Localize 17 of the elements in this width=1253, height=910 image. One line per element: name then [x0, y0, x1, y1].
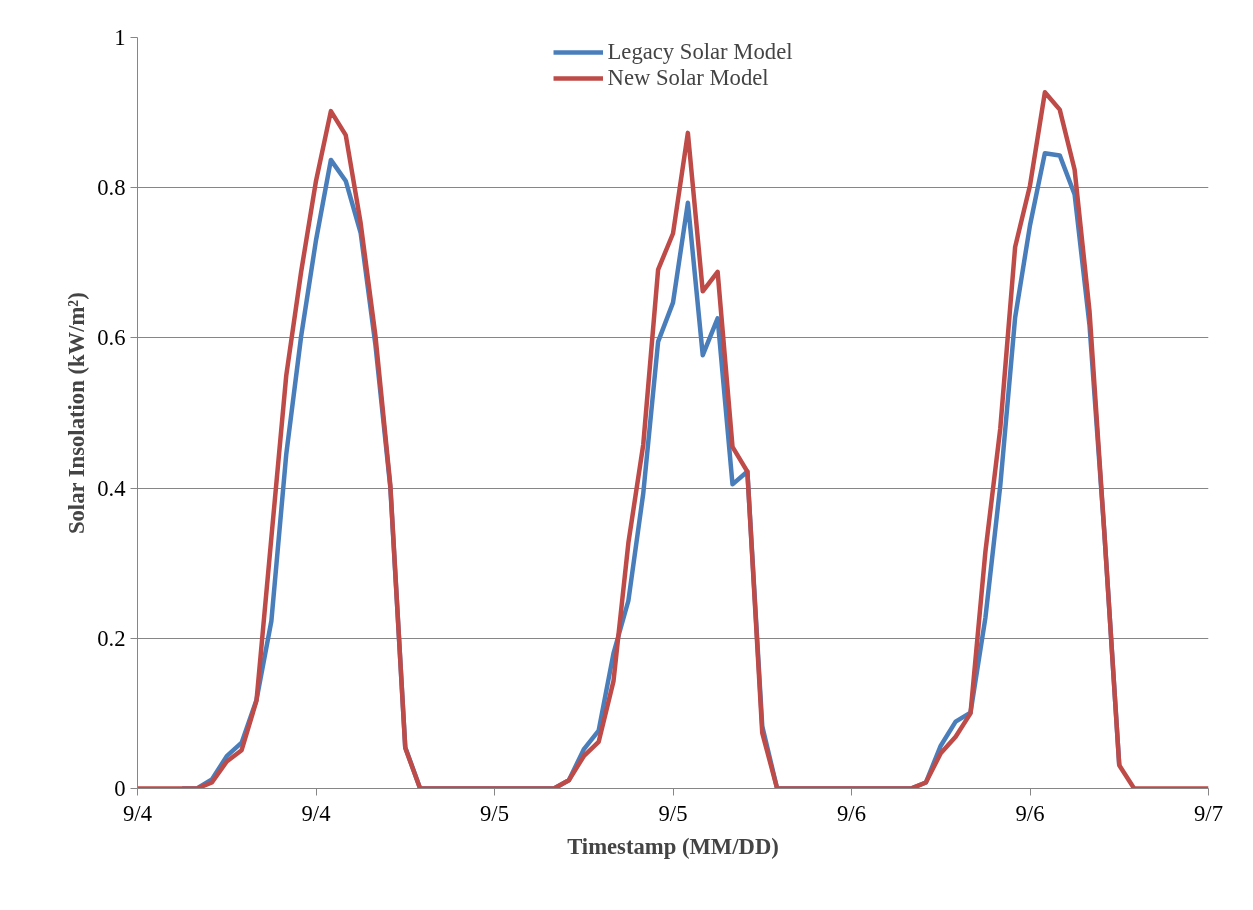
x-tick-label: 9/7	[1194, 800, 1223, 826]
legend-label: Legacy Solar Model	[607, 39, 793, 65]
y-axis-title: Solar Insolation (kW/m²)	[64, 292, 90, 535]
x-tick-label: 9/6	[1015, 800, 1045, 826]
x-tick-label: 9/6	[837, 800, 866, 826]
x-tick-label: 9/4	[123, 800, 152, 826]
y-tick-label: 0.4	[97, 475, 126, 501]
x-tick-label: 9/5	[658, 800, 688, 826]
x-axis-title: Timestamp (MM/DD)	[567, 833, 779, 859]
y-tick-label: 0.6	[97, 325, 126, 351]
y-tick-label: 0	[114, 776, 126, 801]
legend-label: New Solar Model	[607, 65, 769, 91]
x-tick-label: 9/5	[480, 800, 509, 826]
y-tick-label: 1	[114, 25, 126, 50]
y-tick-label: 0.8	[97, 175, 126, 201]
y-tick-label: 0.2	[97, 625, 126, 651]
x-tick-label: 9/4	[301, 800, 331, 826]
